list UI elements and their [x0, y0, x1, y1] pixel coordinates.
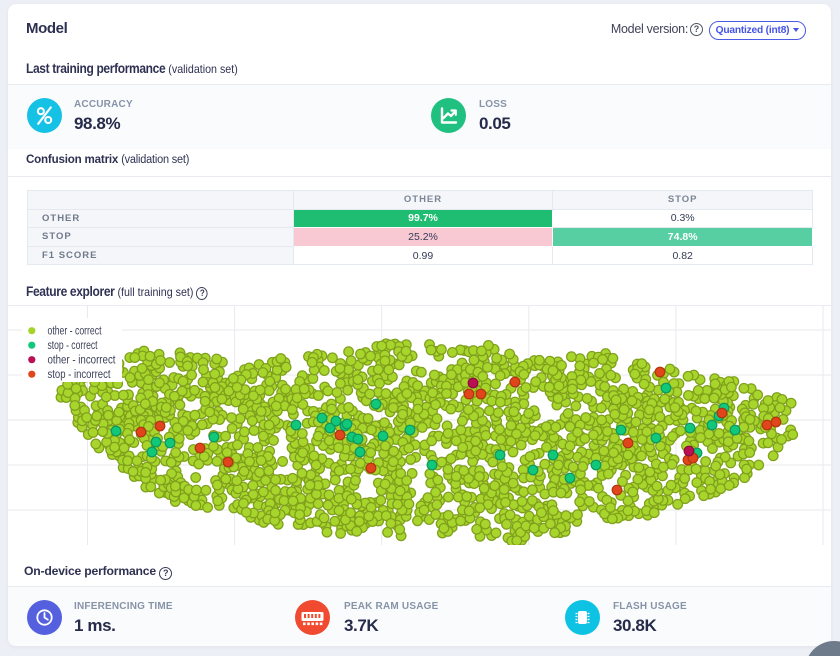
svg-text:stop - incorrect: stop - incorrect	[48, 369, 112, 381]
svg-text:stop - correct: stop - correct	[48, 340, 99, 352]
svg-text:other - correct: other - correct	[48, 326, 103, 338]
svg-text:other - incorrect: other - incorrect	[48, 355, 117, 367]
